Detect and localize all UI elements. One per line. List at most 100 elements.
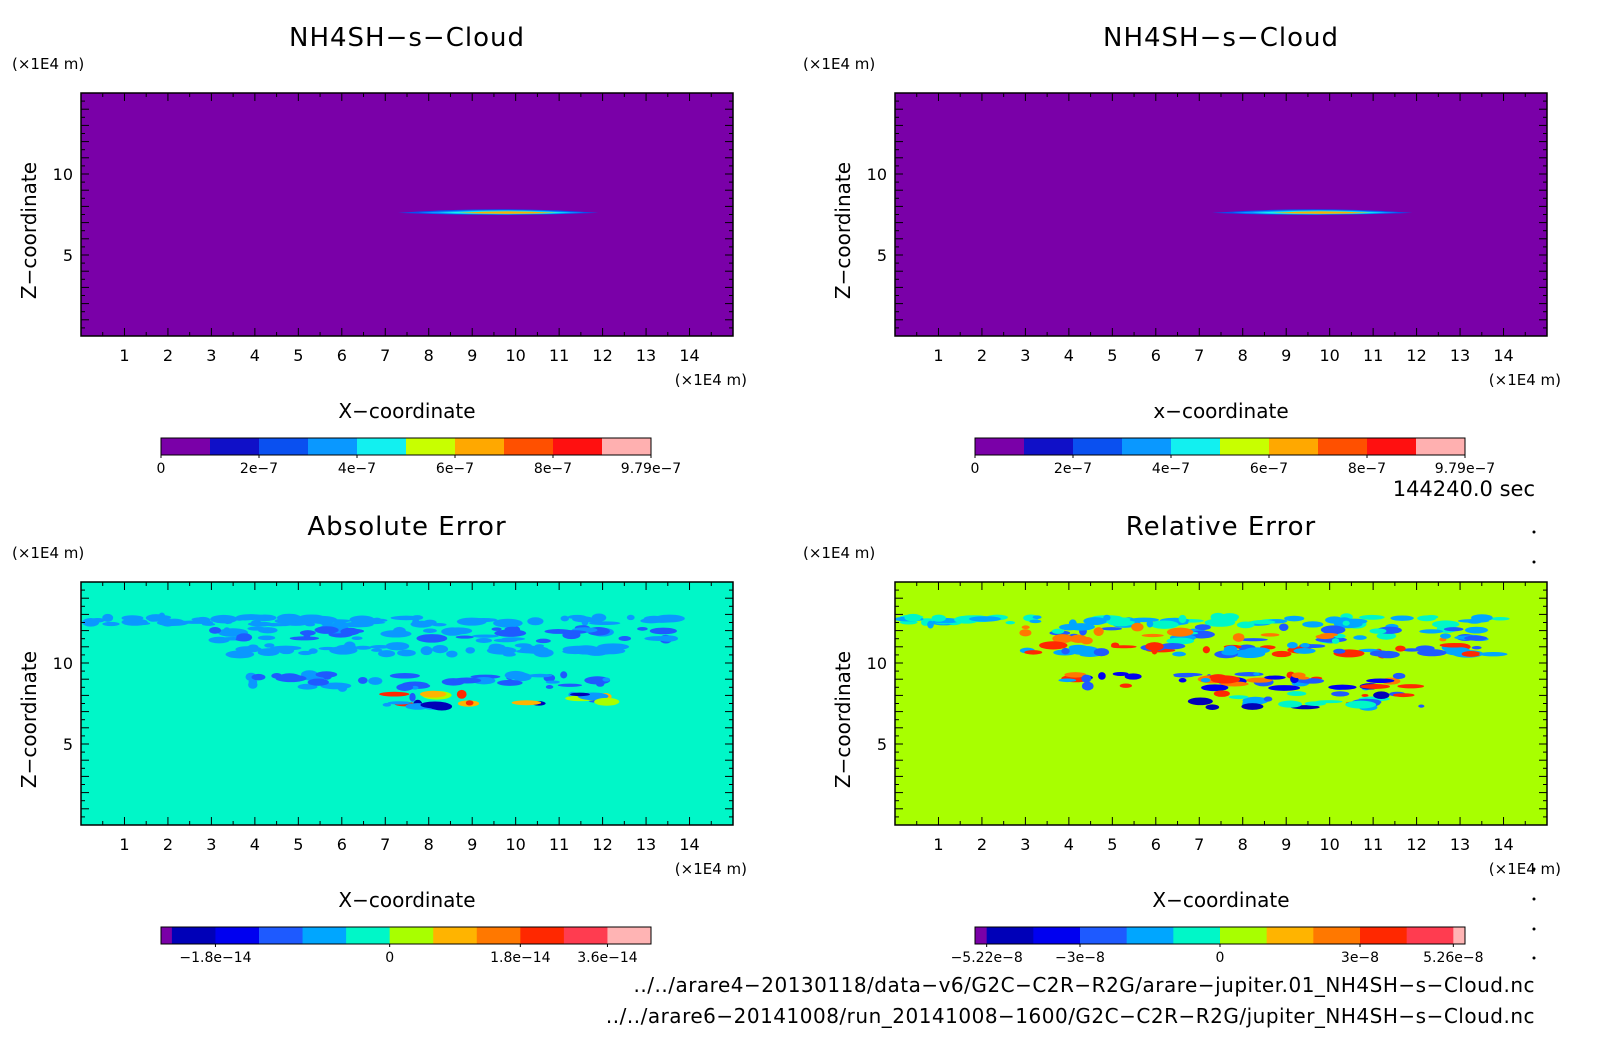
x-tick-label: 9	[1281, 346, 1291, 365]
error-blob	[396, 683, 414, 691]
x-tick-label: 10	[1319, 346, 1339, 365]
error-blob	[595, 680, 605, 687]
error-blob	[533, 648, 554, 658]
error-blob	[410, 620, 433, 628]
colorbar-segment	[553, 438, 603, 455]
colorbar-segment	[607, 927, 652, 944]
colorbar: −5.22e−8 −3e−8 0 3e−8 5.26e−8	[951, 926, 1484, 966]
error-blob	[475, 638, 493, 644]
error-blob	[371, 648, 383, 652]
error-blob	[1390, 615, 1414, 621]
error-blob	[1172, 651, 1186, 657]
error-blob	[572, 645, 600, 655]
error-blob	[1440, 633, 1451, 639]
error-blob	[1202, 646, 1210, 654]
error-blob	[969, 616, 1001, 622]
error-blob	[1221, 649, 1238, 656]
error-blob	[382, 702, 392, 707]
error-blob	[1424, 615, 1439, 619]
error-blob	[277, 613, 302, 622]
colorbar-label: 6e−7	[436, 461, 474, 477]
error-blob	[1226, 645, 1237, 651]
colorbar-label: 0	[1216, 950, 1225, 966]
error-blob	[1392, 672, 1406, 680]
error-blob	[371, 617, 383, 624]
colorbar-label: 9.79e−7	[621, 461, 681, 477]
colorbar: 0 2e−7 4e−7 6e−7 8e−7 9.79e−7	[971, 437, 1495, 477]
error-blob	[904, 613, 922, 622]
colorbar-segment	[504, 438, 554, 455]
error-blob	[497, 679, 523, 686]
file-path-2: ../../arare6−20141008/run_20141008−1600/…	[606, 1004, 1535, 1028]
x-tick-label: 10	[1319, 835, 1339, 854]
error-blob	[351, 636, 363, 641]
error-blob	[446, 650, 458, 658]
colorbar-segment	[259, 927, 304, 944]
colorbar: 0 2e−7 4e−7 6e−7 8e−7 9.79e−7	[157, 437, 681, 477]
x-tick-label: 14	[1493, 835, 1513, 854]
colorbar-segment	[1406, 927, 1454, 944]
error-blob	[491, 627, 502, 631]
error-blob	[1263, 696, 1273, 702]
error-blob	[357, 676, 368, 684]
error-blob	[597, 643, 630, 651]
error-blob	[223, 617, 232, 625]
x-tick-label: 3	[206, 346, 216, 365]
error-blob	[1213, 690, 1230, 697]
x-tick-label: 4	[250, 346, 260, 365]
error-blob	[567, 614, 587, 620]
error-blob	[1220, 613, 1240, 621]
x-unit-label: (×1E4 m)	[1489, 860, 1561, 878]
error-blob	[591, 613, 607, 622]
colorbar-label: 2e−7	[240, 461, 278, 477]
colorbar-segment	[1313, 927, 1361, 944]
error-blob	[1150, 620, 1179, 629]
error-blob	[1173, 674, 1195, 678]
colorbar-segment	[1318, 438, 1368, 455]
colorbar-segment	[1367, 438, 1417, 455]
colorbar-segment	[389, 927, 434, 944]
error-blob	[1178, 678, 1187, 683]
error-blob	[1373, 691, 1390, 699]
error-blob	[1304, 701, 1326, 706]
error-blob	[1287, 691, 1307, 697]
error-blob	[1376, 632, 1397, 640]
colorbar-segment	[476, 927, 521, 944]
colorbar-segment	[357, 438, 407, 455]
y-unit-label: (×1E4 m)	[12, 544, 84, 562]
error-blob	[1093, 627, 1104, 636]
error-blob	[409, 692, 416, 702]
error-blob	[1464, 626, 1489, 634]
x-tick-label: 6	[1151, 346, 1161, 365]
error-blob	[1059, 624, 1080, 631]
colorbar: −1.8e−14 0 1.8e−14 3.6e−14	[160, 926, 652, 966]
x-axis-label: X−coordinate	[1152, 888, 1289, 912]
x-unit-label: (×1E4 m)	[675, 860, 747, 878]
colorbar-label: 9.79e−7	[1435, 461, 1495, 477]
error-blob	[1419, 629, 1444, 634]
error-blob	[1297, 676, 1310, 680]
error-blob	[527, 673, 553, 678]
x-tick-label: 13	[636, 346, 656, 365]
error-blob	[378, 650, 396, 658]
chart-title: NH4SH−s−Cloud	[289, 23, 525, 53]
colorbar-label: 8e−7	[1348, 461, 1386, 477]
error-blob	[1064, 672, 1087, 678]
error-blob	[931, 614, 946, 622]
x-tick-label: 9	[1281, 835, 1291, 854]
error-blob	[1200, 678, 1211, 683]
colorbar-segment	[563, 927, 608, 944]
error-blob	[385, 642, 410, 651]
colorbar-segment	[1360, 927, 1408, 944]
colorbar-segment	[1173, 927, 1221, 944]
error-blob	[368, 677, 383, 685]
x-tick-label: 9	[467, 346, 477, 365]
error-blob	[251, 673, 266, 681]
error-blob	[1366, 678, 1395, 684]
error-blob	[1124, 673, 1142, 680]
y-tick-label: 10	[53, 165, 73, 184]
chart-panel-2: NH4SH−s−Cloud(×1E4 m)1 2 3 4 5 6 7 8 9 10 11 12 13 14…	[803, 23, 1561, 477]
error-blob	[1300, 642, 1310, 648]
error-blob	[102, 621, 120, 627]
